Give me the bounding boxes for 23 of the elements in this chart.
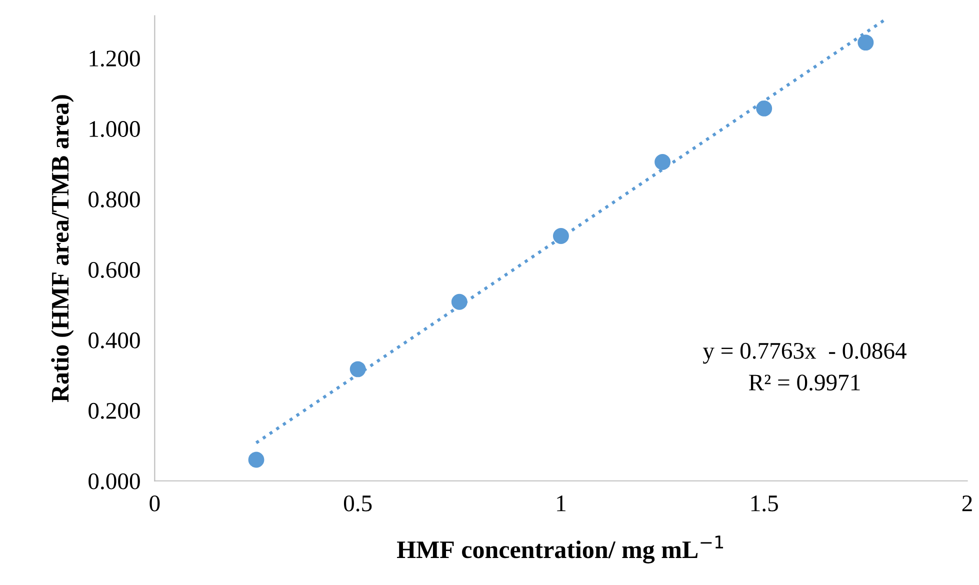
y-tick-label: 1.200 [90,50,140,67]
y-tick-label: 0.600 [88,262,140,278]
annotation: R² = 0.9971 [748,374,860,391]
point [451,294,468,310]
annotation: y = 0.7763x - 0.0864 [702,342,906,364]
y-tick-label: 0.800 [88,191,140,208]
point [756,100,772,116]
x-tick-label: 0.5 [344,495,372,512]
point [654,154,671,170]
y-axis-title: Ratio (HMF area/TMB area) [51,95,74,402]
x-tick-label: 2 [962,496,972,512]
y-tick-label: 1.000 [90,121,140,138]
point [858,34,874,51]
x-tick-label: 0 [150,495,160,512]
y-tick-label: 0.400 [88,332,140,348]
y-tick-label: 0.000 [88,473,140,490]
point [248,452,264,468]
x-tick-label: 1.5 [751,496,778,512]
point [552,228,569,244]
y-tick-label: 0.200 [88,402,140,419]
point [350,361,366,378]
x-tick-label: 1 [557,496,566,512]
x-axis-title: HMF concentration/ mg mL$^{−1}$ [397,536,724,564]
